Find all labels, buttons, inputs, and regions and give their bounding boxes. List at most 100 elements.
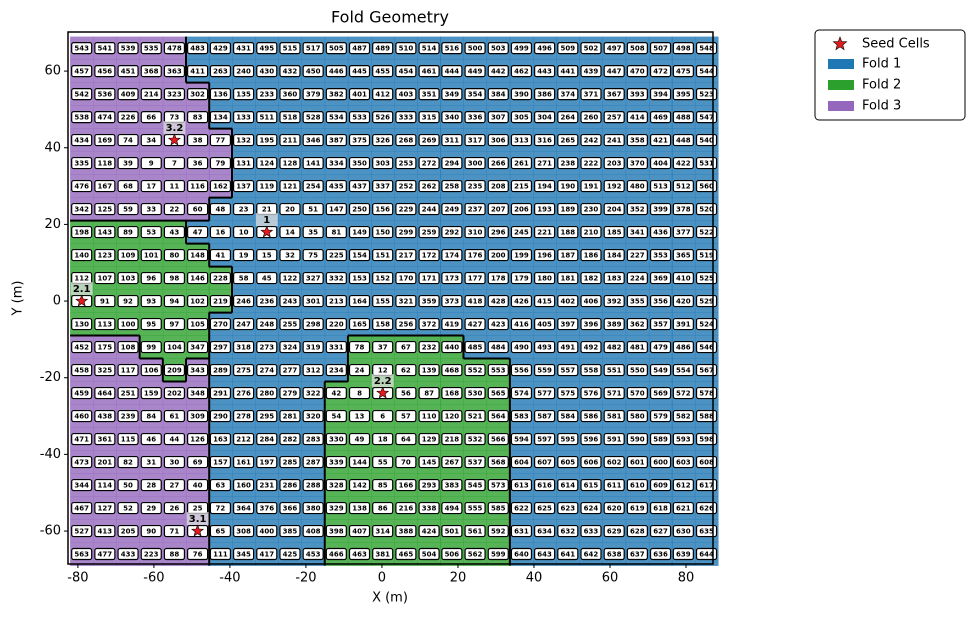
cell-label: 597 [537,436,552,444]
cell-label-box [71,501,93,515]
cell-label: 35 [308,229,318,237]
cell-label-box [117,363,139,377]
cell-label: 74 [123,137,133,145]
cell-label-box [209,547,232,561]
cell-label-box [672,87,694,101]
cell-label-box [672,455,694,469]
cell-label: 302 [190,91,205,99]
cell-label-box [117,340,139,354]
cell-label: 48 [216,206,226,214]
cell-label-box [487,432,509,446]
cell-label-box [348,501,371,515]
cell-label-box [603,386,625,400]
cell-label: 510 [399,45,414,53]
cell-label-box [140,225,162,239]
cell-label-box [603,340,625,354]
cell-label-box [672,133,694,147]
cell-label: 165 [352,321,367,329]
cell-label-box [187,110,209,124]
cell-label-box [557,64,579,78]
cell-label: 471 [74,436,89,444]
cell-label-box [534,41,556,55]
cell-label: 528 [306,114,321,122]
cell-label-box [302,478,324,492]
cell-label: 485 [468,344,483,352]
cell-label: 623 [560,505,575,513]
cell-label: 72 [216,505,226,513]
cell-label: 410 [676,275,691,283]
cell-label-box [302,110,324,124]
cell-label: 431 [236,45,251,53]
cell-label: 520 [699,206,714,214]
cell-label: 396 [584,321,599,329]
cell-label-box [187,156,209,170]
cell-label: 311 [445,137,460,145]
cell-label: 43 [170,229,180,237]
cell-label-box [441,271,463,285]
cell-label-box [418,340,440,354]
cell-label: 606 [584,459,599,467]
cell-label-box [510,133,533,147]
cell-label: 130 [74,321,89,329]
seed-marker [167,133,181,146]
cell-label: 497 [607,45,622,53]
cell-label: 111 [213,551,228,559]
seed-marker [191,524,205,537]
cell-label: 299 [399,229,414,237]
cell-label-box [395,547,417,561]
cell-label: 582 [676,413,691,421]
cell-label: 252 [399,183,414,191]
cell-label-box [232,294,255,308]
cell-label-box [302,386,324,400]
cell-label-box [117,547,139,561]
cell-label: 145 [422,459,437,467]
cell-label: 107 [98,275,113,283]
axes-layer: -80 -60 -40 -20 0 20 40 60 80 -60 -40 -20 0 20 40 60 [40,31,714,586]
cell-label: 564 [491,413,506,421]
cell-label-box [557,133,579,147]
cell-label-box [580,501,602,515]
cell-label: 248 [259,321,274,329]
y-axis-label: Y (m) [11,281,26,317]
cell-label: 365 [676,252,691,260]
cell-label-box [418,225,440,239]
cell-label-box [464,133,486,147]
cell-label-box [603,271,625,285]
cell-label-box [140,317,162,331]
cell-label-box [372,294,394,308]
cell-label-box [695,547,718,561]
cell-label-box [626,156,648,170]
cell-label: 103 [121,275,136,283]
cell-label: 594 [514,436,529,444]
cell-label: 96 [146,275,156,283]
cell-label: 559 [537,367,552,375]
cell-label-box [626,547,648,561]
cell-label: 611 [607,482,622,490]
cell-label: 377 [676,229,691,237]
cell-label-box [209,202,232,216]
cell-label-box [603,317,625,331]
cell-label: 55 [378,459,388,467]
cell-label-box [534,317,556,331]
cell-label: 64 [401,436,411,444]
cell-label: 68 [123,183,133,191]
cell-label: 76 [193,551,203,559]
x-tick-label: -80 [67,571,88,586]
cell-label: 353 [653,252,668,260]
cell-label-box [140,133,162,147]
cell-label: 481 [630,344,645,352]
cell-label-box [117,409,139,423]
cell-label-box [557,41,579,55]
cell-label: 337 [375,183,390,191]
cell-label: 326 [375,137,390,145]
cell-label-box [487,133,509,147]
cell-label: 498 [676,45,691,53]
cell-label: 446 [329,68,344,76]
cell-label-box [163,409,186,423]
cell-label: 530 [468,390,483,398]
cell-label-box [325,478,347,492]
cell-label: 305 [514,114,529,122]
cell-label: 147 [329,206,344,214]
cell-label-box [140,294,162,308]
cell-label-box [649,87,672,101]
